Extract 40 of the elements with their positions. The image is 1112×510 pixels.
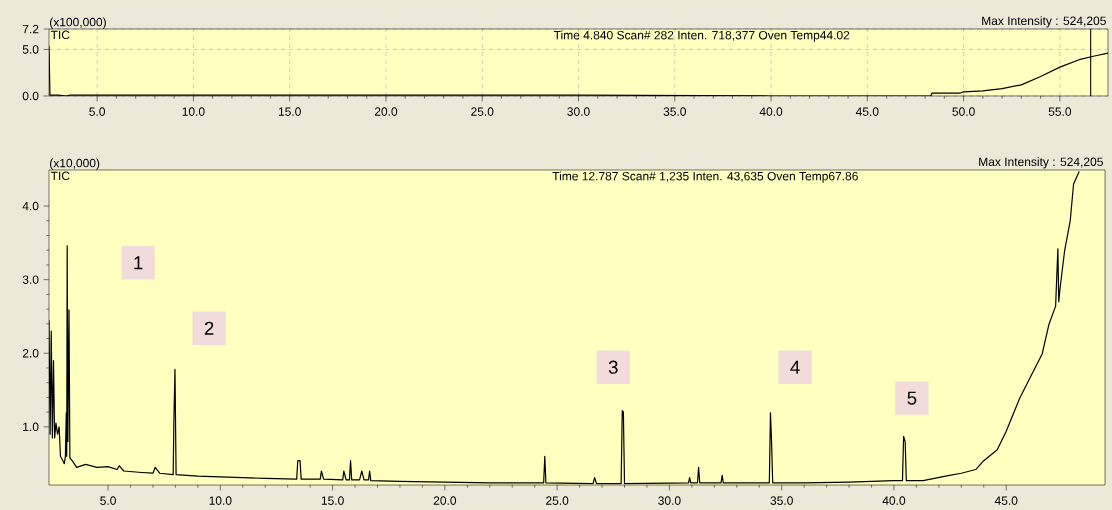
y-axis-title: (x100,000) (50, 17, 106, 29)
y-tick-label: 3.0 (22, 275, 39, 284)
y-axis-title: (x10,000) (50, 158, 100, 170)
annotation: 2 (204, 321, 214, 335)
x-tick-label: 10.0 (209, 496, 232, 505)
x-tick-label: 15.0 (321, 496, 344, 505)
x-tick-label: 25.0 (546, 496, 569, 505)
x-tick-label: 50.0 (952, 107, 975, 116)
x-tick-label: 35.0 (663, 107, 686, 116)
y-tick-label: 5.0 (22, 45, 39, 54)
text: Max Intensity : 524,205 (982, 16, 1106, 28)
x-tick-label: 35.0 (770, 496, 793, 505)
annotation: 4 (790, 360, 800, 374)
text: Max Intensity : 524,205 (979, 157, 1103, 169)
y-tick-label: 7.2 (22, 24, 39, 34)
x-tick-label: 5.0 (89, 107, 106, 116)
x-tick-label: 30.0 (567, 107, 590, 116)
annotation: 3 (608, 360, 618, 374)
x-tick-label: 40.0 (882, 496, 906, 505)
x-tick-label: 25.0 (471, 107, 494, 116)
annotation: Time 12.787 Scan# 1,235 Inten. 43,635 Oven Temp67.86 (552, 171, 858, 183)
x-tick-label: 30.0 (658, 496, 681, 505)
x-tick-label: 45.0 (994, 496, 1018, 505)
x-tick-label: 5.0 (100, 496, 116, 505)
y-tick-label: 4.0 (22, 201, 39, 211)
x-tick-label: 40.0 (759, 107, 783, 116)
x-tick-label: 15.0 (278, 107, 301, 116)
x-tick-label: 10.0 (182, 107, 205, 116)
annotation: TIC (50, 171, 70, 181)
annotation: 5 (907, 391, 917, 405)
y-tick-label: 0.0 (22, 91, 39, 101)
x-tick-label: 20.0 (374, 107, 398, 116)
x-tick-label: 45.0 (855, 107, 879, 116)
x-tick-label: 20.0 (433, 496, 457, 505)
annotation: Time 4.840 Scan# 282 Inten. 718,377 Oven Temp44.02 (553, 30, 850, 42)
annotation: TIC (50, 30, 70, 40)
x-tick-label: 55.0 (1048, 107, 1072, 116)
y-tick-label: 2.0 (22, 349, 39, 358)
y-tick-label: 1.0 (23, 422, 39, 432)
annotation: 1 (134, 256, 143, 270)
